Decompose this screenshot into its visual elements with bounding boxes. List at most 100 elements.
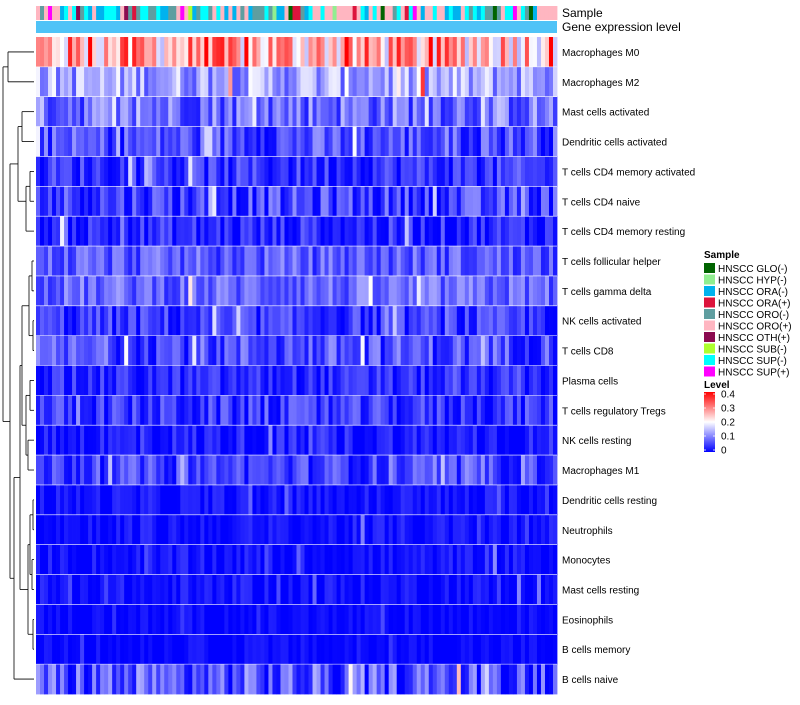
heatmap-cell [256, 425, 261, 456]
heatmap-cell [340, 275, 345, 307]
heatmap-cell [248, 335, 253, 366]
heatmap-cell [452, 37, 458, 68]
heatmap-cell [116, 395, 121, 426]
heatmap-cell [324, 275, 329, 307]
heatmap-cell [520, 365, 526, 396]
sample-cell [304, 6, 309, 20]
heatmap-cell [396, 37, 402, 68]
heatmap-cell [236, 425, 241, 456]
heatmap-cell [328, 126, 333, 157]
sample-cell [396, 6, 402, 20]
heatmap-cell [396, 484, 402, 516]
heatmap-cell [212, 455, 217, 486]
heatmap-cell [140, 186, 145, 217]
heatmap-cell [180, 604, 185, 635]
heatmap-cell [200, 455, 205, 486]
heatmap-cell [468, 484, 474, 516]
heatmap-cell [148, 634, 153, 665]
heatmap-cell [456, 455, 462, 486]
heatmap-cell [104, 305, 109, 337]
heatmap-cell [480, 604, 486, 635]
heatmap-cell [540, 96, 546, 127]
heatmap-cell [444, 66, 450, 98]
sample-cell [368, 6, 374, 20]
heatmap-cell [56, 37, 61, 68]
heatmap-cell [384, 335, 390, 366]
heatmap-cell [104, 96, 109, 127]
heatmap-cell [48, 37, 53, 68]
heatmap-cell [84, 96, 89, 127]
heatmap-cell [360, 156, 366, 187]
heatmap-cell [388, 275, 394, 307]
heatmap-cell [100, 574, 105, 605]
heatmap-cell [492, 664, 498, 695]
heatmap-cell [536, 425, 542, 456]
heatmap-cell [336, 395, 341, 426]
heatmap-cell [264, 216, 269, 247]
heatmap-cell [248, 484, 253, 516]
heatmap-cell [416, 395, 422, 426]
heatmap-row [36, 425, 558, 456]
heatmap-cell [240, 186, 245, 217]
legend-swatch [704, 343, 715, 354]
heatmap-cell [208, 66, 213, 98]
heatmap-cell [76, 365, 81, 396]
heatmap-cell [196, 37, 201, 68]
heatmap-cell [160, 335, 165, 366]
heatmap-cell [248, 664, 253, 695]
heatmap-cell [148, 544, 153, 575]
heatmap-cell [468, 544, 474, 575]
heatmap-cell [548, 574, 554, 605]
heatmap-cell [104, 425, 109, 456]
heatmap-cell [508, 156, 514, 187]
row-label: Monocytes [562, 556, 610, 567]
heatmap-cell [520, 574, 526, 605]
heatmap-cell [384, 455, 390, 486]
heatmap-cell [148, 484, 153, 516]
heatmap-cell [84, 37, 89, 68]
heatmap-cell [384, 37, 390, 68]
heatmap-cell [356, 395, 362, 426]
heatmap-cell [336, 216, 341, 247]
heatmap-cell [148, 246, 153, 277]
sample-cell [264, 6, 269, 20]
sample-cell [520, 6, 526, 20]
heatmap-cell [212, 305, 217, 337]
heatmap-cell [292, 275, 297, 307]
heatmap-cell [264, 275, 269, 307]
heatmap-cell [540, 664, 546, 695]
heatmap-cell [448, 96, 454, 127]
heatmap-cell [416, 156, 422, 187]
heatmap-cell [80, 514, 85, 546]
heatmap-cell [76, 395, 81, 426]
heatmap-cell [84, 66, 89, 98]
sample-cell [36, 6, 41, 20]
heatmap-cell [240, 574, 245, 605]
heatmap-cell [124, 634, 129, 665]
sample-cell [476, 6, 482, 20]
heatmap-cell [184, 425, 189, 456]
heatmap-cell [148, 275, 153, 307]
heatmap-cell [116, 305, 121, 337]
heatmap-cell [52, 604, 57, 635]
heatmap-cell [168, 395, 173, 426]
heatmap-cell [400, 365, 406, 396]
heatmap-cell [40, 156, 45, 187]
legend-swatch [704, 366, 715, 377]
heatmap-cell [96, 455, 101, 486]
heatmap-cell [292, 634, 297, 665]
heatmap-cell [428, 604, 434, 635]
heatmap-cell [288, 66, 293, 98]
heatmap-cell [328, 664, 333, 695]
heatmap-cell [108, 37, 113, 68]
heatmap-cell [148, 216, 153, 247]
heatmap-cell [144, 275, 149, 307]
heatmap-cell [380, 484, 386, 516]
heatmap-cell [172, 484, 177, 516]
heatmap-cell [460, 455, 466, 486]
heatmap-cell [124, 604, 129, 635]
heatmap-cell [272, 126, 277, 157]
heatmap-cell [276, 544, 281, 575]
heatmap-cell [488, 604, 494, 635]
heatmap-cell [148, 604, 153, 635]
